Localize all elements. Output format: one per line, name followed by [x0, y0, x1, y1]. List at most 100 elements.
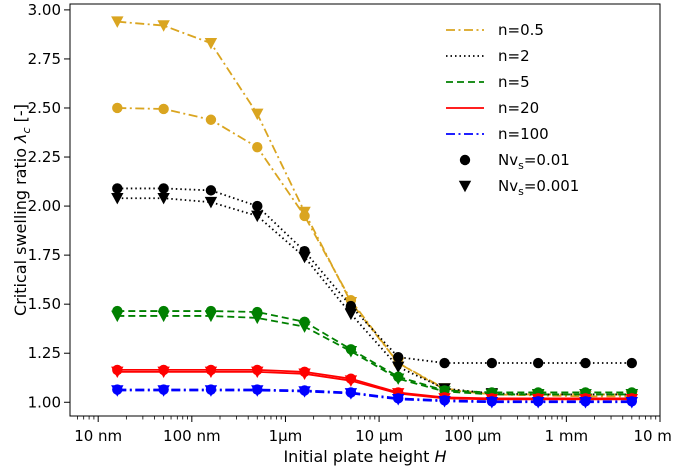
- data-point: [205, 114, 217, 125]
- series-n=100-Nv-0.001: [111, 385, 639, 409]
- data-point: [157, 366, 170, 379]
- legend-item: n=100: [446, 125, 549, 143]
- data-point: [204, 196, 218, 209]
- data-point: [438, 386, 451, 398]
- data-point: [532, 357, 544, 369]
- data-point: [111, 366, 124, 379]
- series-n=5-Nv-0.01: [112, 305, 638, 398]
- data-point: [298, 321, 311, 333]
- legend: n=0.5 n=2 n=5 n=20 n=100 Nvs=0.01 Nvs=0.001: [446, 21, 579, 198]
- data-point: [626, 357, 638, 369]
- data-point: [625, 396, 639, 409]
- data-point: [531, 396, 545, 409]
- y-tick-label: 2.50: [28, 99, 61, 117]
- series-line: [117, 389, 632, 404]
- data-point: [392, 373, 405, 385]
- data-point: [252, 200, 263, 212]
- data-point: [157, 385, 170, 397]
- y-tick-label: 1.50: [28, 295, 61, 313]
- x-axis-ticks: 10 nm 100 nm 1μm 10 μm 100 μm 1 mm 10 mm: [74, 416, 673, 445]
- x-tick-label: 1μm: [269, 427, 303, 445]
- data-point: [392, 394, 405, 406]
- series-line: [117, 388, 632, 403]
- data-point: [158, 103, 169, 115]
- series-line: [117, 368, 632, 400]
- data-point: [298, 206, 311, 219]
- legend-item: Nvs=0.01: [459, 151, 570, 172]
- legend-marker: [458, 180, 472, 193]
- data-point: [579, 396, 592, 409]
- series-line: [117, 20, 632, 398]
- data-point: [439, 357, 450, 369]
- series-n=20-Nv-0.01: [112, 364, 638, 404]
- data-point: [204, 310, 218, 323]
- data-point: [486, 357, 498, 369]
- data-point: [111, 385, 124, 397]
- series-n=5-Nv-0.001: [111, 310, 639, 401]
- legend-label: n=0.5: [498, 21, 544, 39]
- legend-item: n=20: [446, 99, 539, 117]
- data-point: [252, 142, 263, 153]
- data-point: [204, 385, 218, 397]
- data-point: [298, 251, 311, 264]
- legend-label: Nvs=0.01: [498, 151, 570, 172]
- data-point: [112, 102, 123, 114]
- data-point: [393, 351, 404, 363]
- series-line: [117, 310, 632, 394]
- data-point: [344, 375, 358, 387]
- data-point: [157, 192, 170, 205]
- y-tick-label: 2.00: [28, 197, 61, 215]
- legend-label: Nvs=0.001: [498, 177, 579, 198]
- series-line: [117, 197, 632, 396]
- y-tick-label: 1.75: [28, 246, 61, 264]
- data-point: [251, 108, 264, 121]
- x-tick-label: 1 mm: [545, 427, 589, 445]
- data-point: [251, 366, 264, 379]
- data-point: [251, 210, 264, 223]
- data-point: [112, 183, 123, 194]
- data-point: [344, 388, 358, 400]
- series-n=0.5-Nv-0.001: [111, 16, 639, 403]
- data-point: [251, 385, 264, 397]
- data-point: [205, 185, 217, 196]
- y-tick-label: 2.25: [28, 148, 61, 166]
- y-tick-label: 2.75: [28, 50, 61, 68]
- data-point: [438, 396, 451, 408]
- data-point: [157, 310, 170, 323]
- series-n=0.5-Nv-0.01: [112, 102, 638, 400]
- data-point: [111, 16, 124, 28]
- y-tick-label: 3.00: [28, 1, 61, 19]
- x-tick-label: 100 μm: [444, 427, 502, 445]
- data-point: [204, 366, 218, 379]
- legend-label: n=20: [498, 99, 539, 117]
- plot-frame: [69, 3, 661, 417]
- data-point: [344, 308, 358, 321]
- data-point: [111, 310, 124, 323]
- legend-item: n=5: [446, 73, 530, 91]
- data-point: [392, 361, 405, 374]
- plot-area: [111, 16, 639, 409]
- data-point: [204, 37, 218, 50]
- y-axis-label: Critical swelling ratio λc [-]: [11, 104, 33, 316]
- series-n=2-Nv-0.01: [112, 183, 638, 369]
- series-line: [117, 370, 632, 401]
- series-line: [117, 187, 632, 364]
- legend-item: n=2: [446, 47, 530, 65]
- data-point: [157, 20, 170, 32]
- legend-label: n=5: [498, 73, 530, 91]
- data-point: [344, 345, 358, 358]
- y-tick-label: 1.00: [28, 393, 61, 411]
- legend-item: Nvs=0.001: [458, 177, 579, 198]
- data-point: [251, 312, 264, 325]
- x-axis-label: Initial plate height H: [283, 447, 446, 466]
- legend-marker: [459, 154, 471, 166]
- y-axis-ticks: 1.00 1.25 1.50 1.75 2.00 2.25 2.50 2.75 3.00: [28, 1, 70, 411]
- data-point: [111, 192, 124, 205]
- legend-label: n=2: [498, 47, 530, 65]
- y-tick-label: 1.25: [28, 344, 61, 362]
- x-tick-label: 10 mm: [633, 427, 673, 445]
- x-tick-label: 10 nm: [74, 427, 122, 445]
- data-point: [580, 357, 591, 369]
- legend-item: n=0.5: [446, 21, 544, 39]
